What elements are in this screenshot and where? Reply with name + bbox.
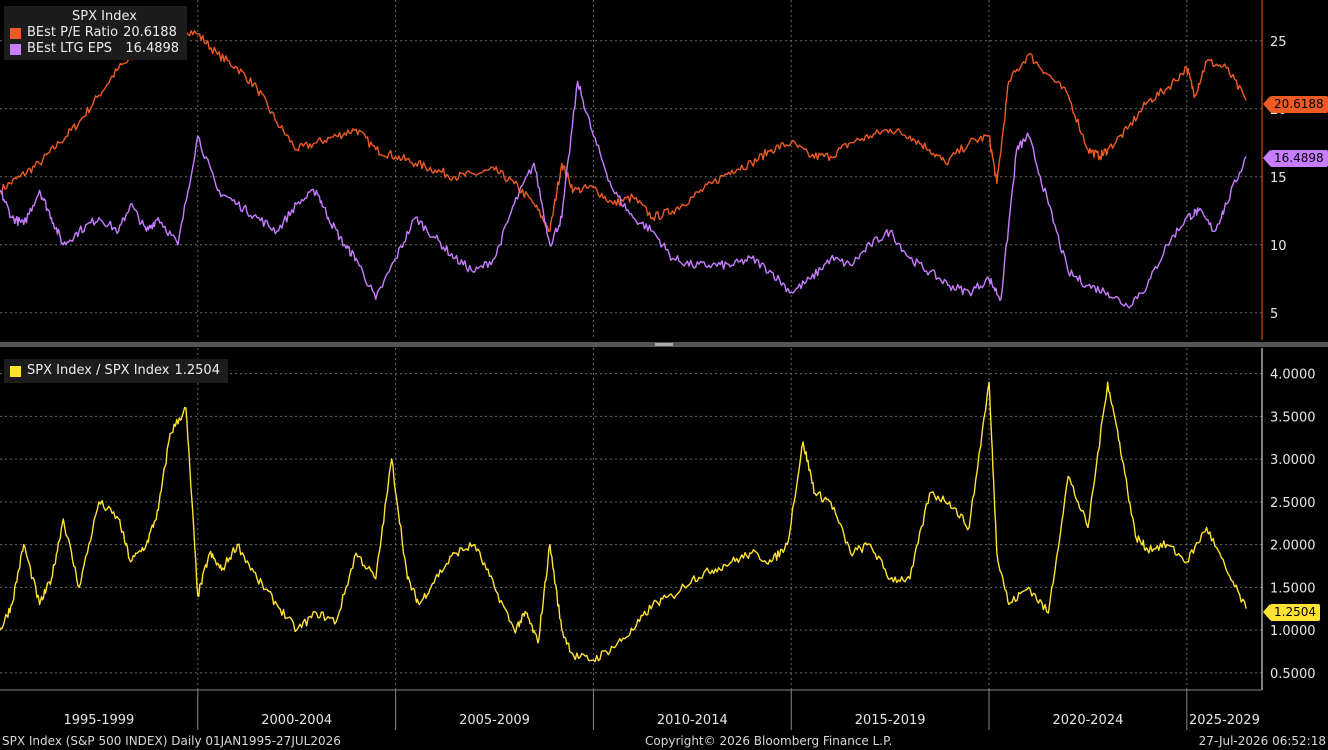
legend-label-ratio: SPX Index / SPX Index: [27, 363, 170, 378]
x-period-label-6: 2025-2029: [1189, 713, 1260, 728]
series-line-spx-index-spx-index: [0, 381, 1247, 663]
legend-item-ltg: BEst LTG EPS 16.4898: [10, 41, 179, 57]
y-tick-label-1-3: 2.0000: [1270, 539, 1316, 554]
y-tick-label-0-2: 15: [1270, 171, 1287, 186]
ltg-swatch: [10, 43, 21, 55]
footer-timestamp: 27-Jul-2026 06:52:18: [1198, 734, 1326, 748]
series-line-best-p-e-ratio: [0, 23, 1247, 233]
y-tick-label-1-5: 3.0000: [1270, 453, 1316, 468]
legend-value-ltg: 16.4898: [125, 41, 180, 56]
y-tick-label-1-7: 4.0000: [1270, 368, 1316, 383]
footer-security-description: SPX Index (S&P 500 INDEX) Daily 01JAN199…: [2, 734, 341, 748]
legend-value-ratio: 1.2504: [174, 363, 220, 378]
pe-last-value-tag: 20.6188: [1263, 96, 1328, 113]
x-period-label-1: 2000-2004: [261, 713, 332, 728]
ltg-last-value-tag: 16.4898: [1263, 150, 1328, 167]
panel-resize-grip[interactable]: [655, 343, 673, 346]
legend-label-pe: BEst P/E Ratio: [27, 25, 119, 40]
x-period-label-3: 2010-2014: [657, 713, 728, 728]
y-tick-label-0-4: 25: [1270, 35, 1287, 50]
y-tick-label-1-6: 3.5000: [1270, 410, 1316, 425]
ratio-swatch: [10, 365, 21, 377]
x-period-label-5: 2020-2024: [1053, 713, 1124, 728]
top-legend-title: SPX Index: [72, 9, 137, 24]
y-tick-label-1-0: 0.5000: [1270, 667, 1316, 682]
legend-label-ltg: BEst LTG EPS: [27, 41, 121, 56]
top-legend: SPX Index BEst P/E Ratio 20.6188 BEst LT…: [4, 6, 188, 60]
y-tick-label-1-1: 1.0000: [1270, 624, 1316, 639]
y-tick-label-1-4: 2.5000: [1270, 496, 1316, 511]
bottom-legend: SPX Index / SPX Index 1.2504: [4, 359, 228, 383]
pe-swatch: [10, 27, 21, 39]
y-tick-label-0-1: 10: [1270, 239, 1287, 254]
ratio-last-value-tag: 1.2504: [1263, 604, 1320, 621]
legend-value-pe: 20.6188: [123, 25, 177, 40]
legend-item-pe: BEst P/E Ratio 20.6188: [10, 25, 179, 41]
x-period-label-4: 2015-2019: [855, 713, 926, 728]
y-tick-label-0-0: 5: [1270, 307, 1278, 322]
y-tick-label-1-2: 1.5000: [1270, 581, 1316, 596]
footer-copyright: Copyright© 2026 Bloomberg Finance L.P.: [645, 734, 893, 748]
x-period-label-0: 1995-1999: [63, 713, 134, 728]
x-period-label-2: 2005-2009: [459, 713, 530, 728]
series-line-best-ltg-eps: [0, 80, 1247, 309]
legend-item-ratio: SPX Index / SPX Index 1.2504: [10, 363, 220, 379]
